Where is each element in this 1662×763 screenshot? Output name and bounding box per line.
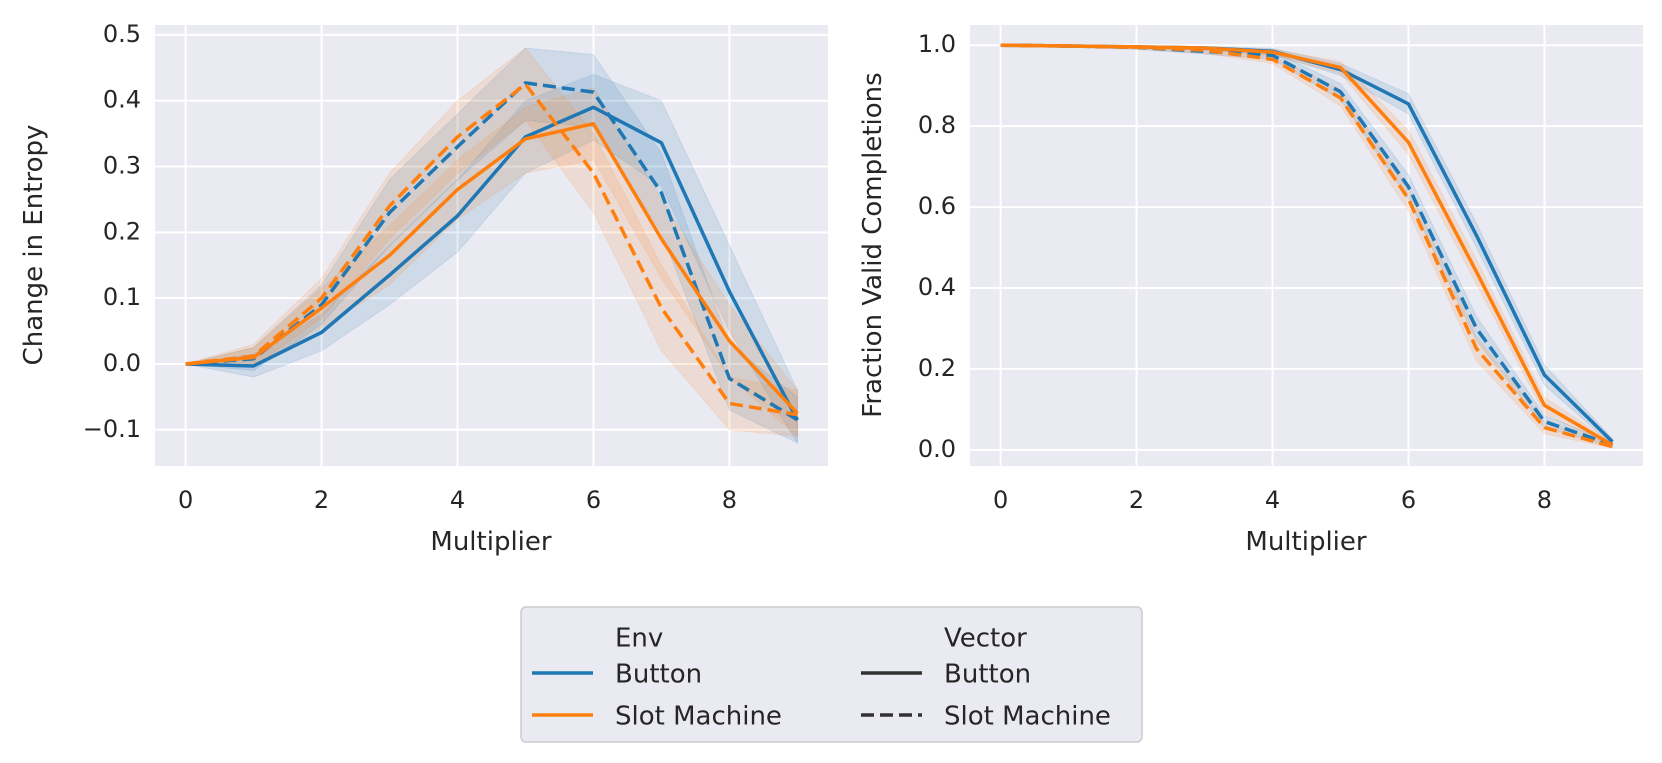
entropy-plot-background	[155, 25, 828, 466]
valid-completions-y-tick-label: 0.4	[918, 273, 956, 301]
entropy-x-tick-label: 2	[314, 486, 329, 514]
entropy-y-tick-label: −0.1	[83, 415, 141, 443]
legend: Env Button Slot Machine Vector Button Sl…	[520, 606, 1143, 743]
entropy-x-tick-label: 0	[178, 486, 193, 514]
legend-vector-slot-machine-label: Slot Machine	[944, 702, 1111, 732]
valid-completions-y-tick-label: 0.2	[918, 354, 956, 382]
entropy-x-tick-label: 8	[722, 486, 737, 514]
legend-env-title: Env	[615, 624, 663, 654]
entropy-y-tick-label: 0.1	[103, 283, 141, 311]
legend-box	[520, 606, 1143, 743]
entropy-y-tick-label: 0.5	[103, 20, 141, 48]
entropy-x-tick-label: 4	[450, 486, 465, 514]
legend-env-slot-machine-label: Slot Machine	[615, 702, 782, 732]
legend-vector-title: Vector	[944, 624, 1027, 654]
entropy-y-tick-label: 0.3	[103, 152, 141, 180]
valid-completions-x-tick-label: 8	[1537, 486, 1552, 514]
valid-completions-y-tick-label: 0.6	[918, 192, 956, 220]
valid-completions-x-tick-label: 2	[1129, 486, 1144, 514]
entropy-slot-machine-env-button-vector-line	[185, 121, 799, 415]
entropy-button-env-slot-machine-vector-line	[185, 81, 799, 422]
legend-env-button-label: Button	[615, 660, 702, 690]
valid-completions-plot-background	[970, 25, 1643, 466]
entropy-y-tick-label: 0.4	[103, 86, 141, 114]
valid-completions-slot-machine-env-slot-machine-vector-line	[1000, 43, 1613, 449]
valid-completions-y-tick-label: 0.0	[918, 435, 956, 463]
entropy-y-axis-label: Change in Entropy	[19, 125, 49, 366]
valid-completions-chart: 0 2 4 6 8 0.0 0.2 0.4 0.6 0.8 1.0 Multiplier Frac…	[858, 25, 1643, 557]
legend-vector-button-label: Button	[944, 660, 1031, 690]
valid-completions-y-axis-label: Fraction Valid Completions	[858, 72, 888, 417]
entropy-y-tick-label: 0.0	[103, 349, 141, 377]
entropy-button-env-button-vector-line	[185, 105, 799, 421]
entropy-x-tick-label: 6	[586, 486, 601, 514]
entropy-y-tick-label: 0.2	[103, 217, 141, 245]
valid-completions-y-tick-label: 0.8	[918, 111, 956, 139]
valid-completions-x-tick-label: 4	[1265, 486, 1280, 514]
valid-completions-x-tick-label: 6	[1401, 486, 1416, 514]
valid-completions-y-tick-label: 1.0	[918, 30, 956, 58]
valid-completions-x-tick-label: 0	[993, 486, 1008, 514]
entropy-x-axis-label: Multiplier	[430, 527, 552, 557]
valid-completions-x-axis-label: Multiplier	[1245, 527, 1367, 557]
